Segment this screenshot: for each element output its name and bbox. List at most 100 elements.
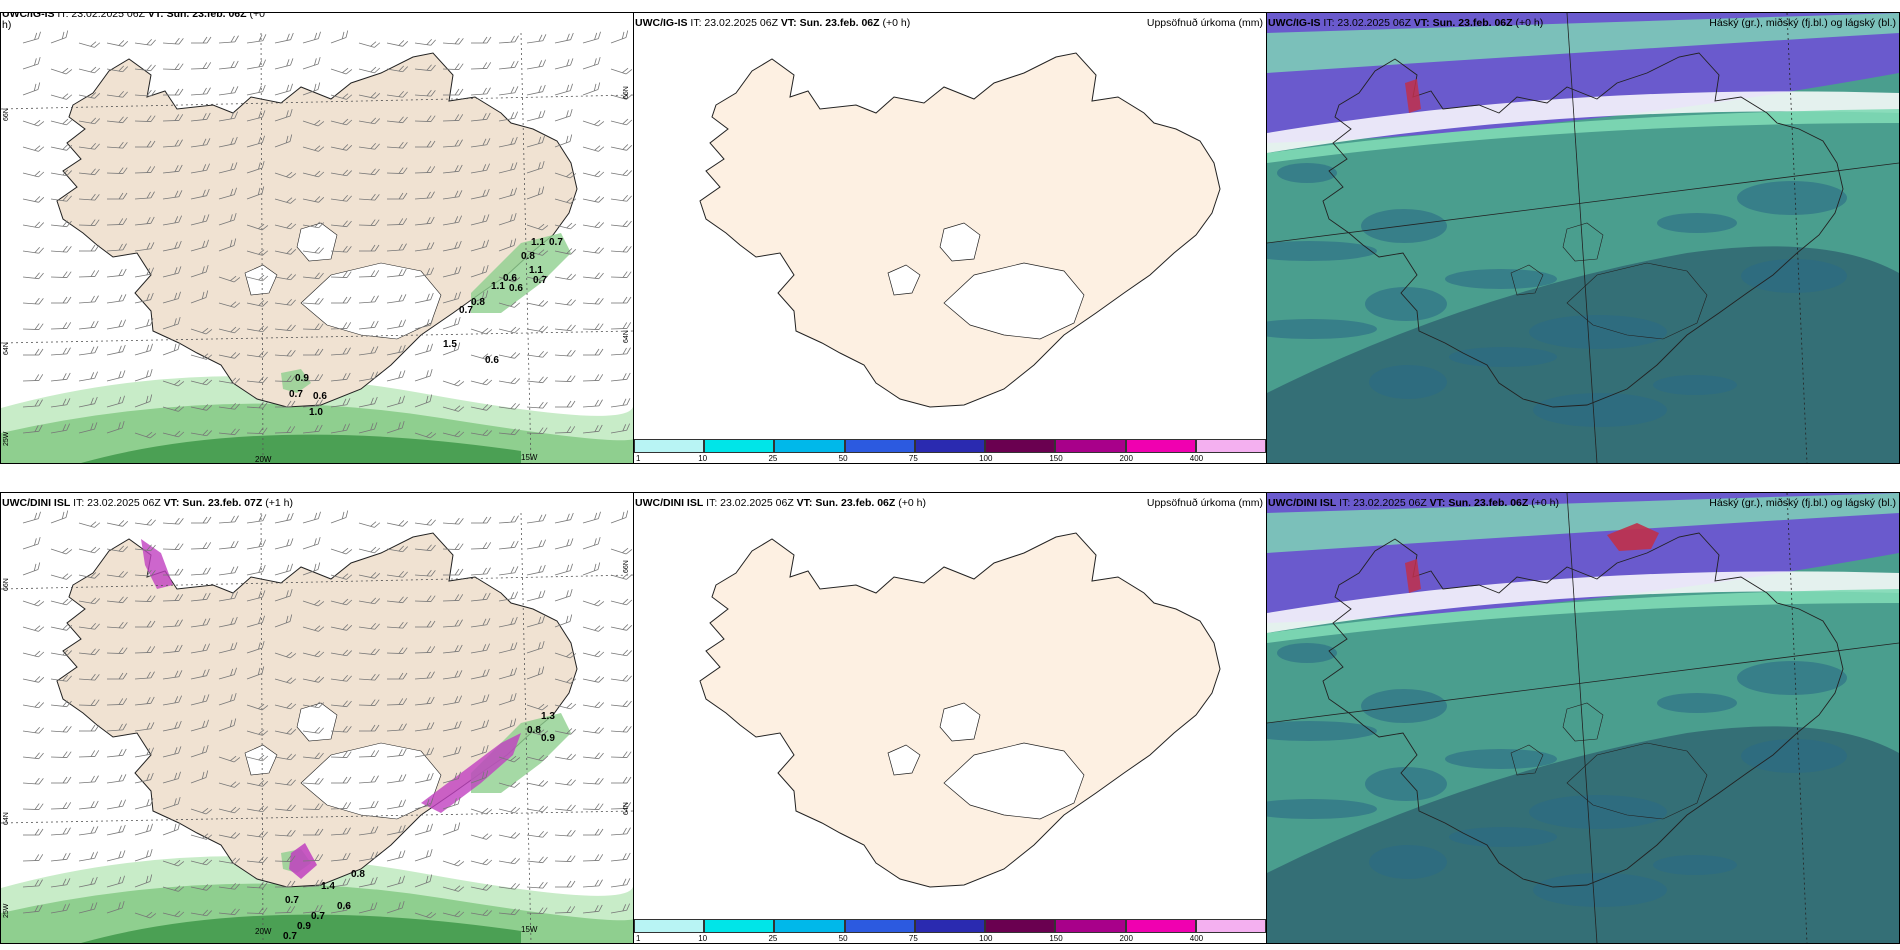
colorbar-tick-label: 25	[768, 934, 778, 943]
colorbar-tick-label: 1	[636, 454, 641, 463]
lat-label: 66N	[623, 86, 630, 99]
lat-label: 66N	[623, 560, 630, 573]
precip-value-label: 0.7	[549, 237, 563, 248]
colorbar-swatch	[704, 439, 775, 453]
colorbar-tick-label: 200	[1119, 454, 1133, 463]
lon-label: 20W	[255, 927, 272, 936]
colorbar-tick-label: 100	[979, 454, 993, 463]
colorbar-swatch	[634, 919, 705, 933]
precip-value-label: 0.7	[533, 275, 547, 286]
map-wind-precip: 1.1 0.70.81.10.70.60.81.10.60.71.50.60.90…	[1, 13, 633, 463]
colorbar-swatch	[1195, 439, 1266, 453]
precip-value-label: 0.6	[485, 355, 499, 366]
colorbar: 1 10 25 50 75 100 150 200 400	[634, 917, 1266, 943]
colorbar-swatch	[844, 919, 915, 933]
precip-value-label: 0.6	[337, 901, 351, 912]
iceland-outline	[1322, 52, 1844, 408]
iceland-outline	[1322, 532, 1844, 888]
lat-label: 64N	[3, 342, 10, 355]
colorbar-tick-label: 10	[698, 454, 708, 463]
panel-subtitle: Háský (gr.), miðský (fj.bl.) og lágský (…	[1709, 17, 1896, 29]
panel-accum-precip-ig: UWC/IG-IS IT: 23.02.2025 06Z VT: Sun. 23…	[633, 12, 1267, 464]
panel-subtitle: Háský (gr.), miðský (fj.bl.) og lágský (…	[1709, 497, 1896, 509]
lon-label: 15W	[521, 453, 538, 462]
precip-value-label: 0.7	[289, 389, 303, 400]
colorbar-swatch	[1055, 439, 1126, 453]
precip-value-label: 0.8	[527, 725, 541, 736]
precip-value-label: 1.5	[443, 339, 457, 350]
panel-accum-precip-dini: UWC/DINI ISL IT: 23.02.2025 06Z VT: Sun.…	[633, 492, 1267, 944]
colorbar-tick-label: 10	[698, 934, 708, 943]
colorbar-tick-label: 150	[1049, 934, 1063, 943]
precip-value-label: 1.1	[491, 281, 505, 292]
precip-value-label: 0.6	[509, 283, 523, 294]
colorbar-swatch	[774, 439, 845, 453]
panel-clouds-ig: UWC/IG-IS IT: 23.02.2025 06Z VT: Sun. 23…	[1266, 12, 1900, 464]
colorbar-swatch	[704, 919, 775, 933]
panel-wind-precip-ig: UWC/IG-IS IT: 23.02.2025 06Z VT: Sun. 23…	[0, 12, 634, 464]
map-accum-precip	[634, 13, 1266, 463]
precip-value-label: 0.6	[313, 391, 327, 402]
precip-value-label: 1.1	[529, 265, 543, 276]
precip-value-label: 0.8	[351, 869, 365, 880]
colorbar-swatch	[914, 919, 986, 933]
precip-value-label: 0.8	[521, 251, 535, 262]
precip-value-label: 1.1	[531, 237, 545, 248]
panel-clouds-dini: UWC/DINI ISL IT: 23.02.2025 06Z VT: Sun.…	[1266, 492, 1900, 944]
precip-value-label: 0.7	[459, 305, 473, 316]
lat-label: 64N	[623, 802, 630, 815]
precip-value-label: 1.0	[309, 407, 323, 418]
lat-label: 66N	[3, 108, 10, 121]
colorbar-swatch	[914, 439, 986, 453]
lat-label: 66N	[3, 578, 10, 591]
precip-value-label: 0.9	[541, 733, 555, 744]
panel-title: UWC/IG-IS IT: 23.02.2025 06Z VT: Sun. 23…	[635, 17, 911, 29]
colorbar-swatch	[774, 919, 845, 933]
panel-title: UWC/IG-IS IT: 23.02.2025 06Z VT: Sun. 23…	[2, 12, 265, 31]
colorbar-swatch	[1125, 919, 1196, 933]
precip-value-label: 0.7	[311, 911, 325, 922]
precip-value-label: 0.7	[283, 931, 297, 942]
precip-value-label: 0.6	[503, 273, 517, 284]
map-accum-precip	[634, 493, 1266, 943]
panel-wind-precip-dini: UWC/DINI ISL IT: 23.02.2025 06Z VT: Sun.…	[0, 492, 634, 944]
map-wind-precip: 1.30.80.91.40.80.70.70.90.70.6	[1, 493, 633, 943]
colorbar-swatch	[1195, 919, 1266, 933]
map-clouds	[1267, 493, 1899, 943]
colorbar-tick-label: 25	[768, 454, 778, 463]
lat-label: 64N	[3, 812, 10, 825]
colorbar-tick-label: 150	[1049, 454, 1063, 463]
lat-label: 64N	[623, 330, 630, 343]
lat-label: 25W	[3, 903, 10, 918]
lat-label: 25W	[3, 431, 10, 446]
colorbar-tick-label: 400	[1189, 454, 1204, 463]
colorbar-tick-label: 50	[838, 454, 848, 463]
colorbar-swatch	[1055, 919, 1126, 933]
colorbar-tick-label: 50	[838, 934, 848, 943]
map-clouds	[1267, 13, 1899, 463]
colorbar-tick-label: 400	[1189, 934, 1204, 943]
panel-title: UWC/DINI ISL IT: 23.02.2025 06Z VT: Sun.…	[1268, 497, 1559, 509]
colorbar-swatch	[985, 439, 1056, 453]
panel-title: UWC/DINI ISL IT: 23.02.2025 06Z VT: Sun.…	[635, 497, 926, 509]
colorbar-swatch	[844, 439, 915, 453]
colorbar-swatch	[1125, 439, 1196, 453]
precip-value-label: 1.3	[541, 711, 555, 722]
colorbar-tick-label: 75	[908, 934, 918, 943]
colorbar-tick-label: 100	[979, 934, 993, 943]
precip-value-label: 0.8	[471, 297, 485, 308]
colorbar: 1 10 25 50 75 100 150 200 400	[634, 437, 1266, 463]
colorbar-tick-label: 200	[1119, 934, 1133, 943]
lon-label: 20W	[255, 455, 272, 464]
precip-value-label: 0.9	[295, 373, 309, 384]
colorbar-tick-label: 1	[636, 934, 641, 943]
colorbar-swatch	[985, 919, 1056, 933]
colorbar-swatch	[634, 439, 705, 453]
panel-title: UWC/DINI ISL IT: 23.02.2025 06Z VT: Sun.…	[2, 497, 293, 509]
lon-label: 15W	[521, 925, 538, 934]
panel-subtitle: Uppsöfnuð úrkoma (mm)	[1146, 497, 1263, 509]
panel-subtitle: Uppsöfnuð úrkoma (mm)	[1146, 17, 1263, 29]
panel-title: UWC/IG-IS IT: 23.02.2025 06Z VT: Sun. 23…	[1268, 17, 1544, 29]
precip-value-label: 0.9	[297, 921, 311, 932]
precip-value-label: 0.7	[285, 895, 299, 906]
